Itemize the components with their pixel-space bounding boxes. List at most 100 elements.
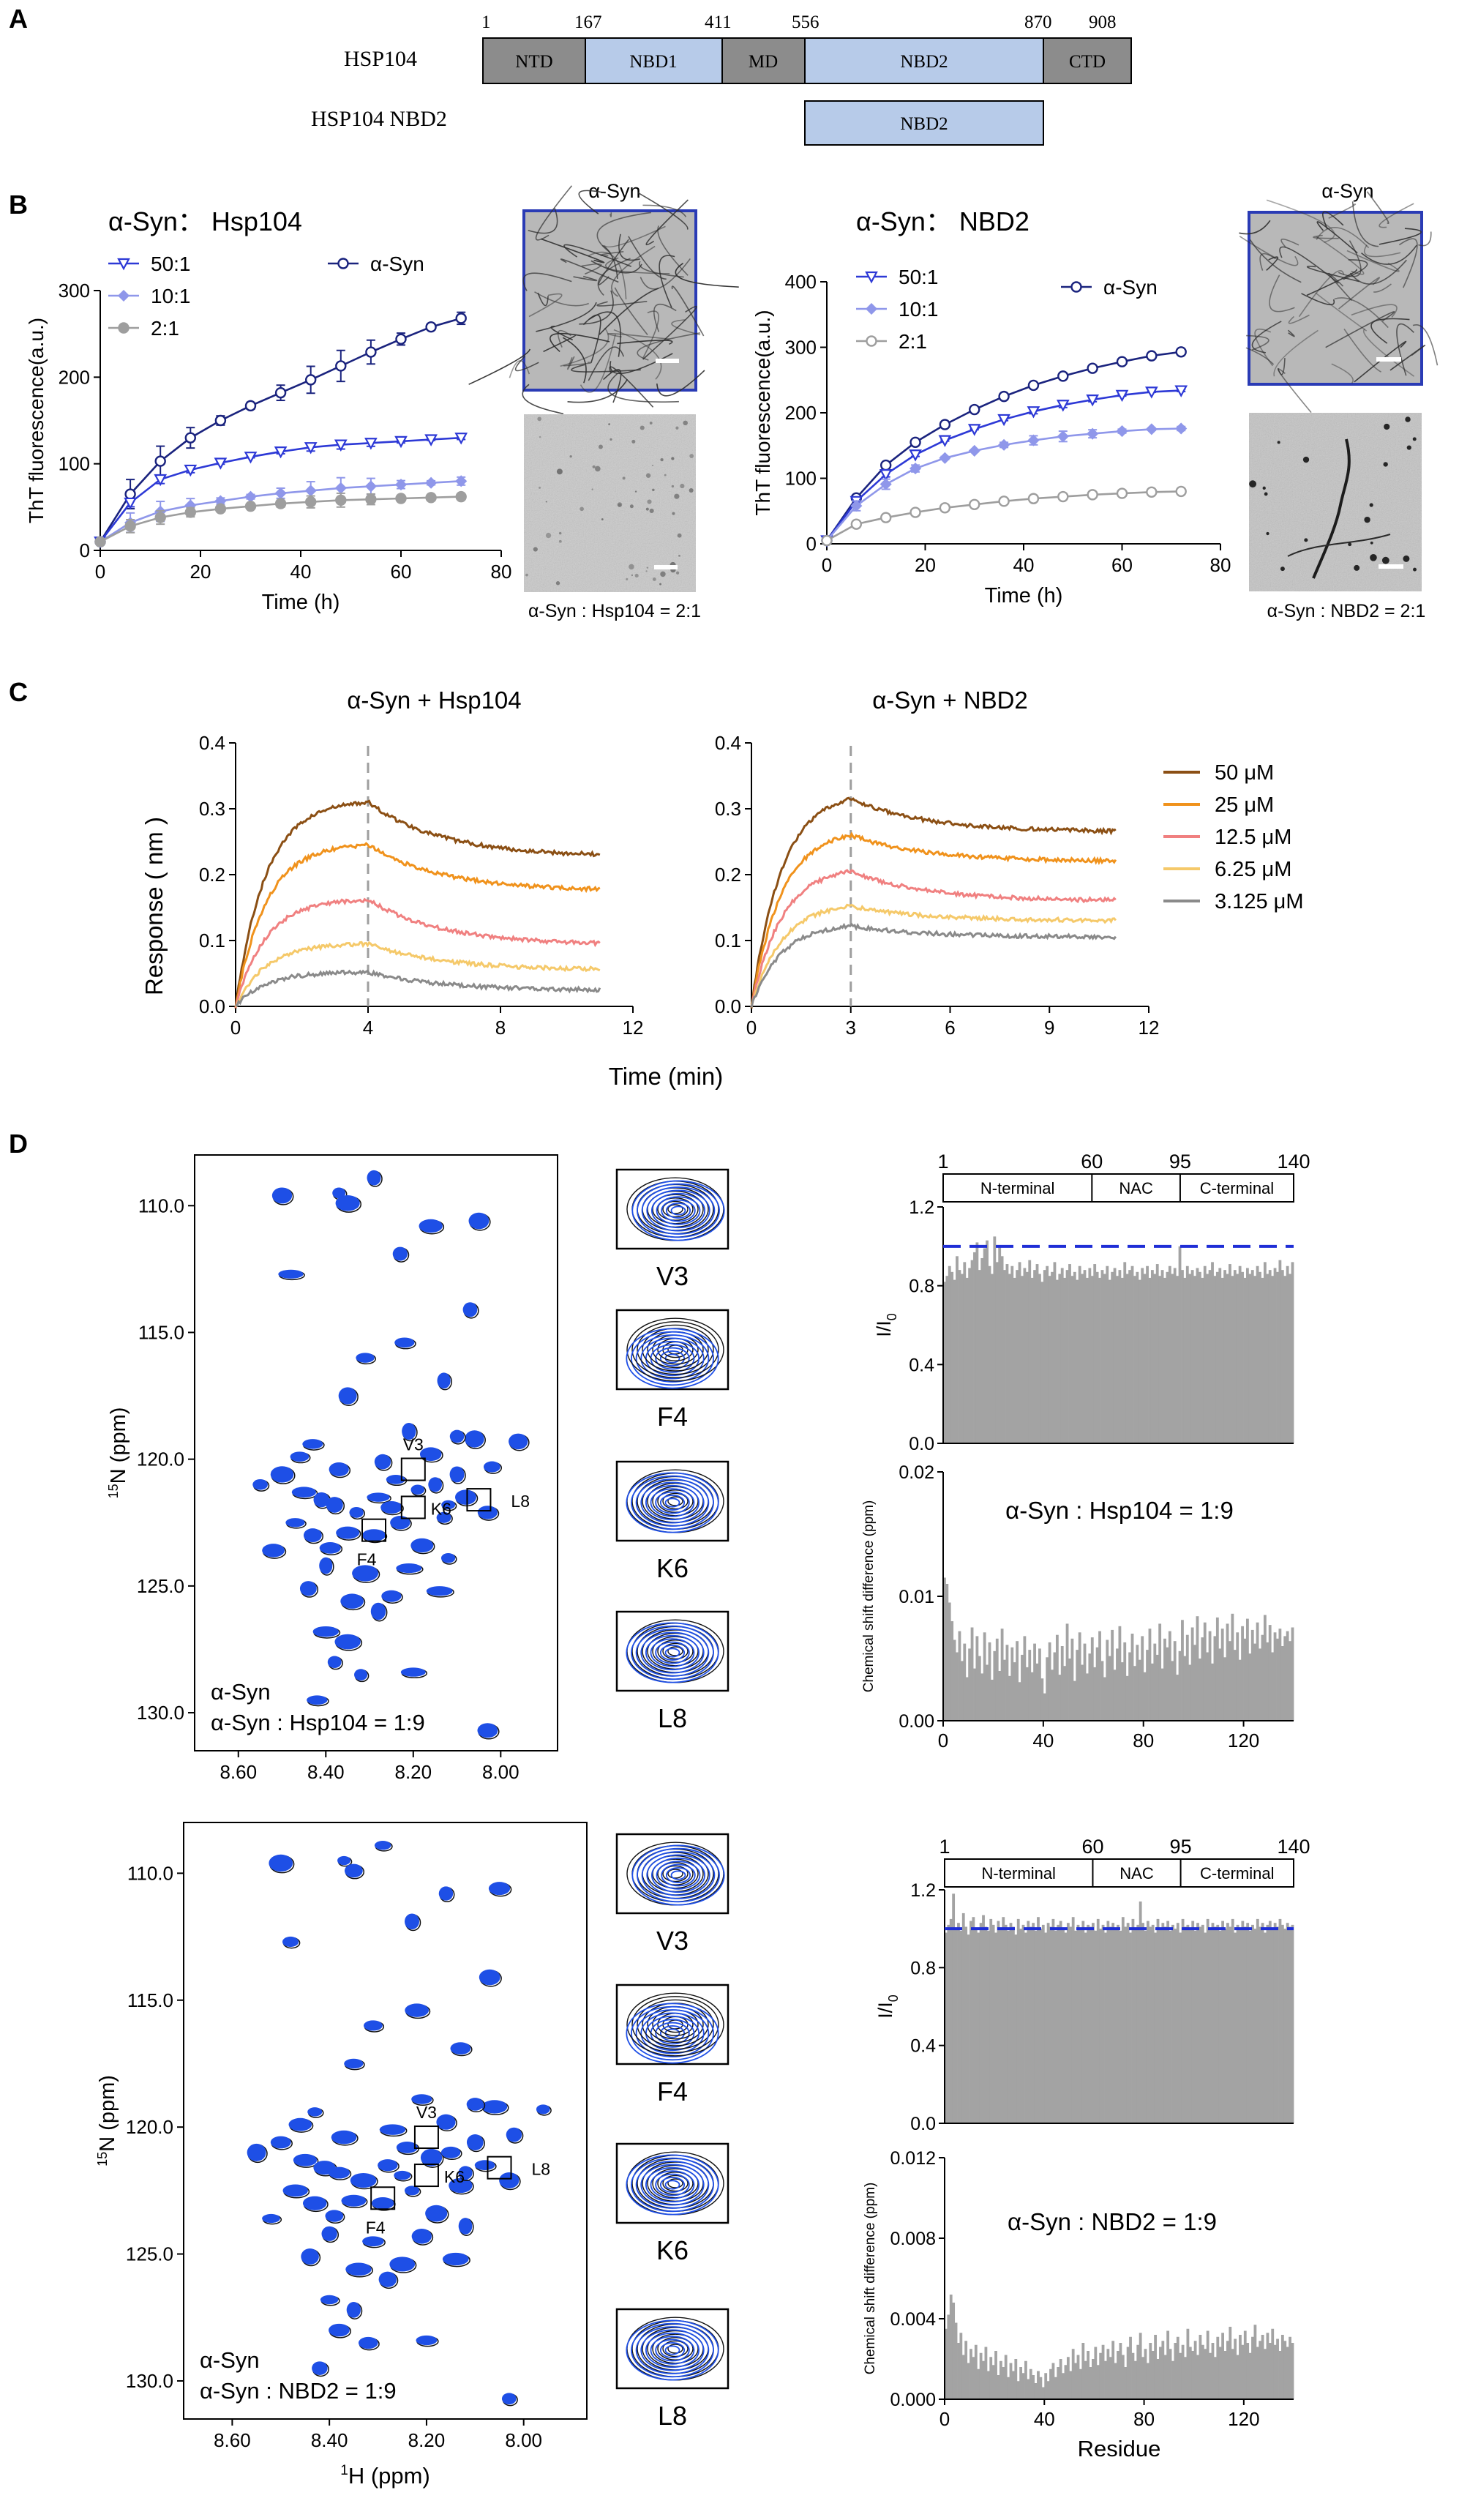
x-tick-label: 8.60 xyxy=(220,1761,257,1783)
nmr-peak xyxy=(440,2146,461,2158)
x-tick-label: 8.20 xyxy=(408,2429,446,2451)
zoom-contour xyxy=(637,1847,720,1903)
data-bar xyxy=(1106,2349,1110,2399)
data-bar xyxy=(956,1652,959,1721)
data-bar xyxy=(1188,1274,1192,1443)
debris xyxy=(664,474,667,476)
data-bar xyxy=(1153,1274,1157,1443)
data-bar xyxy=(977,1932,980,2123)
data-bar xyxy=(1223,2351,1227,2399)
fibril xyxy=(1313,234,1339,239)
hsqc-spectrum-nbd2: 110.0 115.0 120.0 125.0 130.0 8.60 8.40 8.20 8.0… xyxy=(95,1822,588,2489)
nmr-peak xyxy=(437,1372,451,1389)
data-bar xyxy=(1090,1637,1094,1721)
debris xyxy=(556,468,563,475)
nbd2-construct-label: NBD2 xyxy=(900,114,948,134)
data-bar xyxy=(1041,2387,1045,2399)
y-tick-label: 0.0 xyxy=(910,2114,936,2134)
data-bar xyxy=(1058,1675,1062,1721)
data-bar xyxy=(1291,1262,1294,1443)
y-tick-label: 0.3 xyxy=(715,798,741,820)
zoom-contour xyxy=(626,1622,719,1683)
zoom-contour xyxy=(626,1472,719,1533)
nmr-peak xyxy=(340,1593,364,1609)
y-tick-label: 200 xyxy=(59,366,90,388)
legend-marker xyxy=(117,289,130,302)
fibril xyxy=(1343,328,1381,373)
y-tick-label: 115.0 xyxy=(138,1321,184,1343)
zoom-contour-ref xyxy=(657,1862,694,1885)
chemical-shift-chart-hsp104: 0.00 0.01 0.02 0 40 80 120 Chemical shift diffe… xyxy=(861,1462,1294,1751)
data-bar xyxy=(995,1638,999,1721)
debris xyxy=(689,488,694,493)
data-bar xyxy=(1129,2336,1132,2399)
nmr-peak xyxy=(367,1170,381,1186)
data-bar xyxy=(1276,2338,1279,2399)
data-point xyxy=(1027,406,1040,419)
zoom-contour-ref xyxy=(667,1496,683,1506)
data-bar xyxy=(1206,2330,1209,2399)
debris xyxy=(1412,437,1417,441)
x-tick-label: 0 xyxy=(746,1017,757,1039)
zoom-contour xyxy=(635,2326,710,2374)
data-point xyxy=(1175,485,1187,498)
data-point xyxy=(1087,427,1099,440)
panel-label-d: D xyxy=(9,1129,28,1159)
data-point xyxy=(879,459,892,471)
y-tick-label: 0.000 xyxy=(890,2390,936,2410)
tht-chart-hsp104: 0 100 200 300 0 20 40 60 80 Time (h) ThT fluoresce… xyxy=(25,206,511,614)
zoom-contour xyxy=(651,1857,706,1893)
data-bar xyxy=(973,1668,976,1721)
fibril xyxy=(637,332,701,361)
nmr-peak xyxy=(350,2172,377,2188)
x-tick-label: 9 xyxy=(1044,1017,1054,1039)
data-bar xyxy=(1081,1274,1084,1443)
nmr-peak xyxy=(410,1538,434,1553)
fibril xyxy=(562,337,587,384)
data-bar xyxy=(1166,1921,1170,2123)
fibril xyxy=(607,332,670,340)
nmr-peak xyxy=(278,1269,304,1279)
data-bar xyxy=(1014,1934,1018,2123)
data-bar xyxy=(1098,1631,1101,1721)
fibril xyxy=(1301,293,1335,306)
data-bar xyxy=(1246,1923,1250,2123)
data-bar xyxy=(1092,1923,1095,2123)
zoom-contour-ref xyxy=(662,1492,689,1510)
data-bar xyxy=(1278,1629,1282,1721)
fibril xyxy=(573,275,598,282)
y-tick-label: 0.4 xyxy=(199,732,225,754)
data-bar xyxy=(964,1926,968,2123)
fibril xyxy=(588,346,625,381)
nmr-peak xyxy=(352,1565,379,1582)
data-bar xyxy=(1081,2343,1085,2399)
debris xyxy=(634,573,639,577)
nmr-peak xyxy=(450,2042,471,2055)
fibril xyxy=(1328,272,1352,302)
data-bar xyxy=(1023,1636,1027,1721)
data-bar xyxy=(1213,2357,1217,2399)
nmr-peak xyxy=(338,1387,357,1405)
zoom-contour xyxy=(645,2166,700,2203)
data-bar xyxy=(1248,1930,1252,2123)
nmr-peak xyxy=(331,2130,357,2145)
data-bar xyxy=(1211,2343,1215,2399)
debris xyxy=(539,435,541,438)
data-bar xyxy=(1048,1276,1051,1443)
data-bar xyxy=(984,1926,988,2123)
data-bar xyxy=(1070,1638,1074,1721)
data-bar xyxy=(1248,1274,1252,1443)
legend-marker xyxy=(865,302,878,315)
x-tick-label: 0 xyxy=(938,1730,948,1751)
region-tick-label: 1 xyxy=(937,1151,948,1173)
nmr-peak xyxy=(282,2184,308,2197)
data-bar xyxy=(1273,1632,1277,1721)
data-bar xyxy=(953,1640,956,1721)
debris xyxy=(659,583,661,586)
domain-ctd xyxy=(1043,37,1132,84)
data-bar xyxy=(979,1923,983,2123)
data-bar xyxy=(1027,2379,1030,2399)
data-bar xyxy=(1096,2365,1100,2399)
data-bar xyxy=(998,1671,1002,1721)
